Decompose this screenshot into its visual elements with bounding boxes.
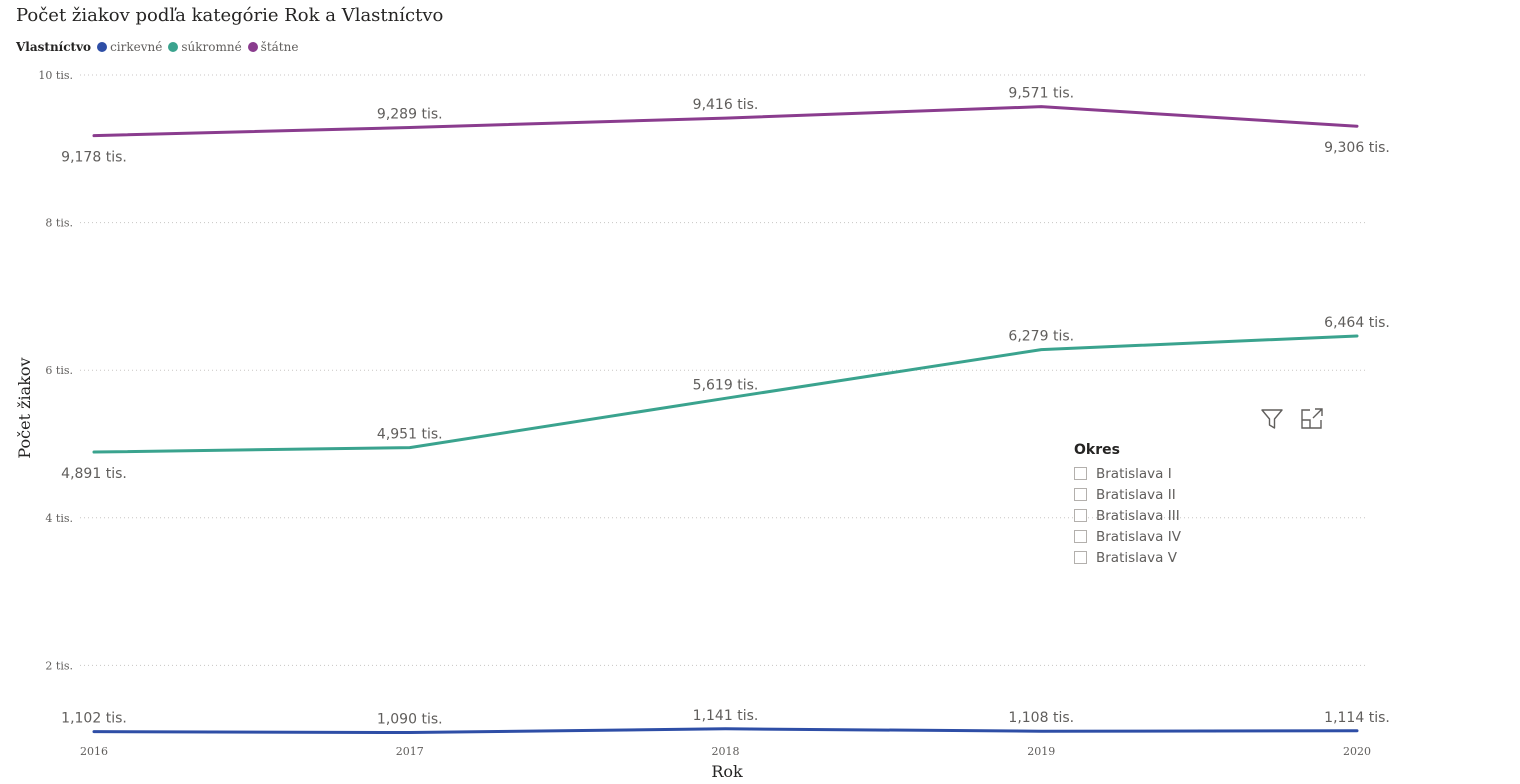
data-label: 9,416 tis. [693,97,759,113]
slicer-item-bratislava-v[interactable]: Bratislava V [1074,547,1181,568]
data-label: 1,102 tis. [61,711,127,727]
data-label: 5,619 tis. [693,377,759,393]
legend-label-cirkevne: cirkevné [110,40,163,54]
series-line[interactable] [92,334,1359,454]
checkbox[interactable] [1074,488,1087,501]
legend-item-sukromne[interactable]: súkromné [168,40,242,54]
slicer-item-label: Bratislava II [1096,486,1176,503]
legend: Vlastníctvo cirkevné súkromné štátne [16,40,304,54]
okres-slicer: Okres Bratislava I Bratislava II Bratisl… [1074,442,1181,568]
slicer-item-label: Bratislava I [1096,465,1172,482]
visual-header-icons [1258,405,1338,433]
data-labels: 9,178 tis. 9,289 tis. 9,416 tis. 9,571 tis.… [61,86,1390,728]
slicer-title: Okres [1074,442,1120,458]
legend-dot-statne [247,42,258,52]
data-label: 4,891 tis. [61,466,127,482]
series-line[interactable] [92,105,1359,138]
x-axis-ticks: 2016 2017 2018 2019 2020 [80,745,1371,758]
slicer-item-bratislava-iii[interactable]: Bratislava III [1074,505,1181,526]
checkbox[interactable] [1074,509,1087,522]
slicer-item-label: Bratislava V [1096,549,1177,566]
legend-dot-sukromne [168,42,179,52]
legend-label-statne: štátne [260,40,299,54]
legend-title: Vlastníctvo [16,40,92,54]
gridlines [80,74,1368,666]
filter-icon[interactable] [1258,405,1286,433]
y-tick-label: 6 tis. [45,364,73,377]
legend-item-cirkevne[interactable]: cirkevné [97,40,162,54]
data-label: 9,571 tis. [1008,86,1074,102]
x-tick-label: 2020 [1343,745,1371,758]
slicer-item-bratislava-iv[interactable]: Bratislava IV [1074,526,1181,547]
slicer-item-label: Bratislava IV [1096,528,1181,545]
legend-dot-cirkevne [97,42,108,52]
data-label: 9,289 tis. [377,106,443,122]
checkbox[interactable] [1074,551,1087,564]
series-lines[interactable] [92,105,1359,735]
y-tick-label: 10 tis. [38,69,73,82]
data-label: 1,090 tis. [377,712,443,728]
x-tick-label: 2016 [80,745,108,758]
legend-item-statne[interactable]: štátne [247,40,299,54]
y-tick-label: 2 tis. [45,659,73,672]
data-label: 1,114 tis. [1324,710,1390,726]
data-label: 1,108 tis. [1008,710,1074,726]
checkbox[interactable] [1074,467,1087,480]
data-label: 6,279 tis. [1008,329,1074,345]
slicer-item-bratislava-ii[interactable]: Bratislava II [1074,484,1181,505]
legend-label-sukromne: súkromné [181,40,242,54]
y-tick-label: 8 tis. [45,217,73,230]
chart-title: Počet žiakov podľa kategórie Rok a Vlast… [16,5,444,26]
focus-mode-icon[interactable] [1298,405,1326,433]
slicer-item-label: Bratislava III [1096,507,1180,524]
x-tick-label: 2017 [396,745,424,758]
y-axis-ticks: 2 tis. 4 tis. 6 tis. 8 tis. 10 tis. [38,69,73,672]
data-label: 4,951 tis. [377,427,443,443]
x-tick-label: 2018 [712,745,740,758]
series-line[interactable] [92,727,1359,735]
data-label: 6,464 tis. [1324,315,1390,331]
data-label: 9,306 tis. [1324,140,1390,156]
y-tick-label: 4 tis. [45,512,73,525]
data-label: 1,141 tis. [693,708,759,724]
slicer-item-bratislava-i[interactable]: Bratislava I [1074,463,1181,484]
checkbox[interactable] [1074,530,1087,543]
y-axis-title: Počet žiakov [15,357,34,458]
x-axis-title: Rok [711,762,743,781]
data-label: 9,178 tis. [61,150,127,166]
x-tick-label: 2019 [1027,745,1055,758]
